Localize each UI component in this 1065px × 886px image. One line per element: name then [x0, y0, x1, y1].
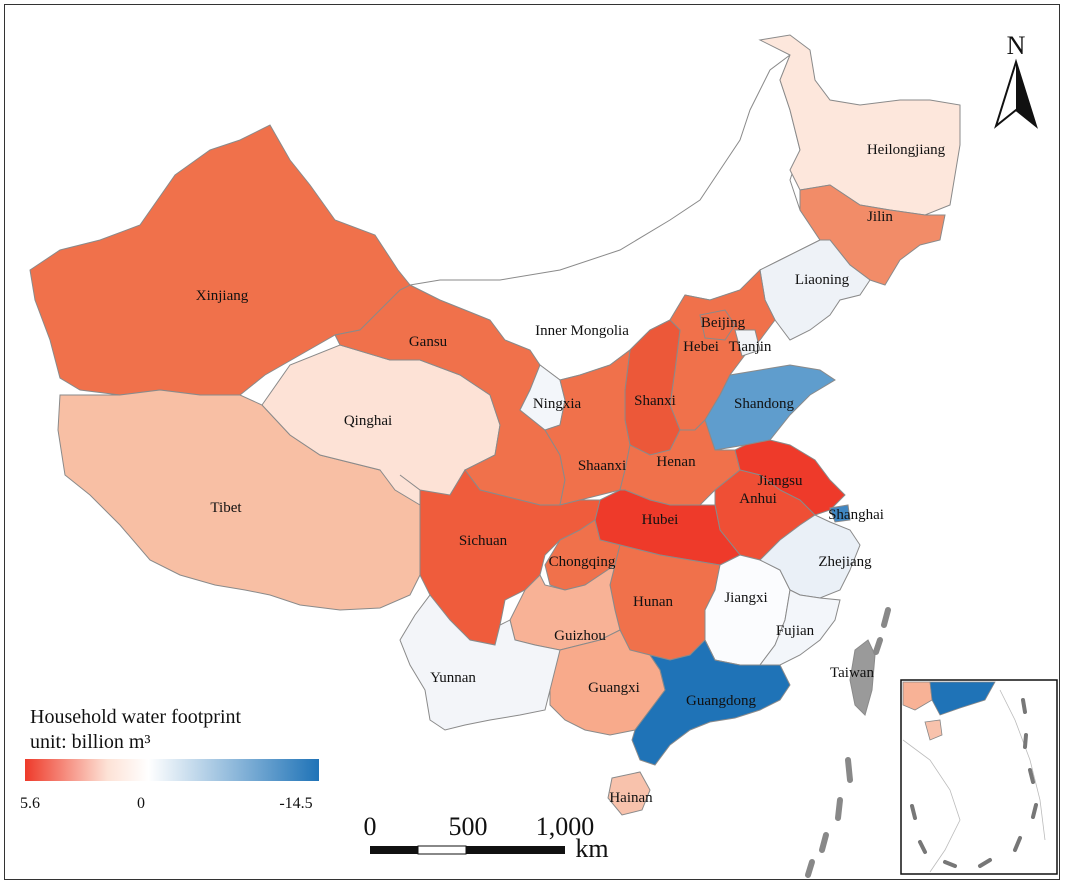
label-guizhou: Guizhou — [554, 628, 606, 644]
north-arrow-label: N — [1007, 31, 1026, 60]
label-shanxi: Shanxi — [634, 393, 676, 409]
label-ningxia: Ningxia — [533, 396, 582, 412]
scale-segment-1 — [370, 846, 418, 854]
inset-hainan — [924, 719, 943, 741]
sea-boundary-dashes — [805, 607, 891, 878]
inset-coast — [902, 689, 1046, 873]
legend-min-label: 5.6 — [20, 795, 40, 812]
label-inner-mongolia: Inner Mongolia — [535, 323, 629, 339]
label-hainan: Hainan — [609, 790, 653, 806]
label-shandong: Shandong — [734, 396, 795, 412]
inset-map — [900, 679, 1058, 875]
legend-title: Household water footprint — [30, 706, 242, 728]
label-hunan: Hunan — [633, 594, 673, 610]
label-zhejiang: Zhejiang — [818, 554, 872, 570]
label-sichuan: Sichuan — [459, 533, 508, 549]
label-henan: Henan — [656, 454, 696, 470]
province-yunnan — [399, 594, 561, 731]
province-liaoning — [759, 239, 871, 341]
label-guangdong: Guangdong — [686, 693, 756, 709]
province-tibet — [57, 389, 421, 611]
label-hubei: Hubei — [642, 512, 679, 528]
inset-dashes — [910, 698, 1038, 868]
label-guangxi: Guangxi — [588, 680, 640, 696]
label-taiwan: Taiwan — [830, 665, 874, 681]
label-gansu: Gansu — [409, 334, 448, 350]
label-tianjin: Tianjin — [729, 339, 772, 355]
province-heilongjiang — [758, 34, 961, 216]
label-jiangsu: Jiangsu — [758, 473, 804, 489]
scale-label-500: 500 — [449, 812, 488, 841]
legend: Household water footprint unit: billion … — [20, 706, 319, 812]
province-taiwan — [849, 639, 876, 716]
province-shaanxi — [544, 348, 631, 506]
label-heilongjiang: Heilongjiang — [867, 142, 946, 158]
label-shanghai: Shanghai — [828, 507, 884, 523]
label-qinghai: Qinghai — [344, 413, 392, 429]
label-chongqing: Chongqing — [549, 554, 616, 570]
north-arrow: N — [994, 31, 1038, 129]
scale-bar: 0 500 1,000 km — [364, 812, 609, 863]
province-labels: Xinjiang Tibet Qinghai Gansu Inner Mongo… — [196, 142, 946, 806]
label-tibet: Tibet — [210, 500, 242, 516]
label-xinjiang: Xinjiang — [196, 288, 249, 304]
label-fujian: Fujian — [776, 623, 815, 639]
inset-guangxi — [902, 681, 933, 711]
legend-unit: unit: billion m³ — [30, 731, 150, 753]
label-hebei: Hebei — [683, 339, 719, 355]
province-guangdong — [631, 639, 791, 766]
legend-mid-label: 0 — [137, 795, 145, 812]
label-jilin: Jilin — [867, 209, 893, 225]
label-yunnan: Yunnan — [430, 670, 476, 686]
province-hainan — [607, 771, 651, 816]
province-fujian — [759, 589, 841, 666]
label-anhui: Anhui — [739, 491, 777, 507]
map-frame — [4, 4, 1060, 880]
label-beijing: Beijing — [701, 315, 746, 331]
province-beijing — [699, 309, 736, 341]
legend-max-label: -14.5 — [279, 795, 312, 812]
label-liaoning: Liaoning — [795, 272, 850, 288]
label-shaanxi: Shaanxi — [578, 458, 626, 474]
scale-unit: km — [575, 834, 608, 863]
scale-segment-2 — [417, 845, 467, 855]
scale-label-0: 0 — [364, 812, 377, 841]
scale-label-1000: 1,000 — [536, 812, 595, 841]
legend-colorbar — [25, 759, 319, 781]
inset-guangdong — [929, 681, 996, 716]
province-tianjin — [734, 329, 761, 357]
scale-segment-3 — [466, 846, 565, 854]
label-jiangxi: Jiangxi — [724, 590, 767, 606]
province-shanghai — [829, 504, 851, 523]
